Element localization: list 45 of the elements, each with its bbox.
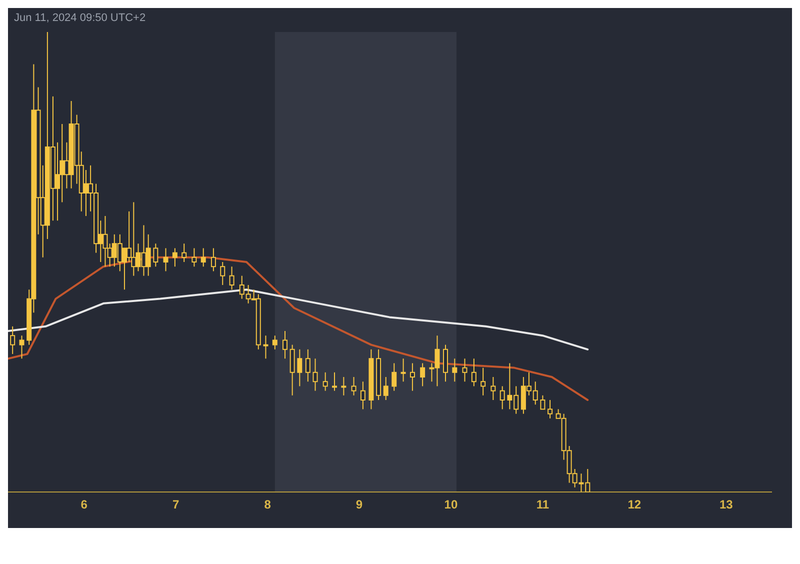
- x-tick-label: 12: [628, 498, 642, 512]
- candlestick: [229, 266, 234, 290]
- candlestick: [392, 362, 397, 392]
- text: Jun 11, 2024 09:50 UTC+2: [14, 12, 146, 24]
- x-tick-label: 8: [264, 498, 272, 512]
- candlestick: [360, 381, 366, 410]
- candlestick: [182, 243, 187, 262]
- candlestick: [19, 335, 24, 360]
- candlestick: [500, 386, 505, 410]
- candlestick: [192, 248, 197, 268]
- candlestick: [332, 372, 338, 392]
- x-tick-label: 6: [80, 498, 88, 512]
- candlestick: [153, 243, 158, 268]
- candlestick: [442, 344, 448, 382]
- candlestick: [383, 376, 388, 400]
- candlestick: [471, 358, 476, 387]
- candlestick: [282, 330, 288, 360]
- candlestick: [540, 394, 546, 410]
- candlestick: [172, 248, 178, 268]
- candlestick: [272, 335, 278, 350]
- candlestick: [480, 367, 486, 396]
- x-tick-label: 11: [536, 498, 550, 512]
- candlestick: [462, 358, 468, 382]
- candlestick: [490, 376, 496, 400]
- candlestick: [290, 344, 295, 396]
- candlestick: [351, 376, 356, 396]
- x-tick-label: 10: [444, 498, 458, 512]
- candlestick: [312, 358, 318, 392]
- candlestick: [322, 372, 328, 392]
- candlestick: [210, 248, 216, 272]
- x-tick-label: 7: [172, 498, 180, 512]
- candlestick: [263, 335, 268, 360]
- candlestick: [410, 362, 415, 392]
- candlestick: [341, 376, 346, 396]
- candlestick: [297, 348, 302, 387]
- x-tick-label: 9: [356, 498, 363, 512]
- candlestick: [200, 248, 206, 268]
- x-tick-label: 13: [719, 498, 734, 512]
- candlestick: [400, 358, 406, 382]
- candlestick: [220, 262, 226, 286]
- candlestick: [452, 358, 458, 382]
- candlestick: [305, 348, 310, 382]
- candlestick: [420, 362, 426, 387]
- candlestick: [548, 400, 553, 419]
- candlestick: [163, 248, 168, 272]
